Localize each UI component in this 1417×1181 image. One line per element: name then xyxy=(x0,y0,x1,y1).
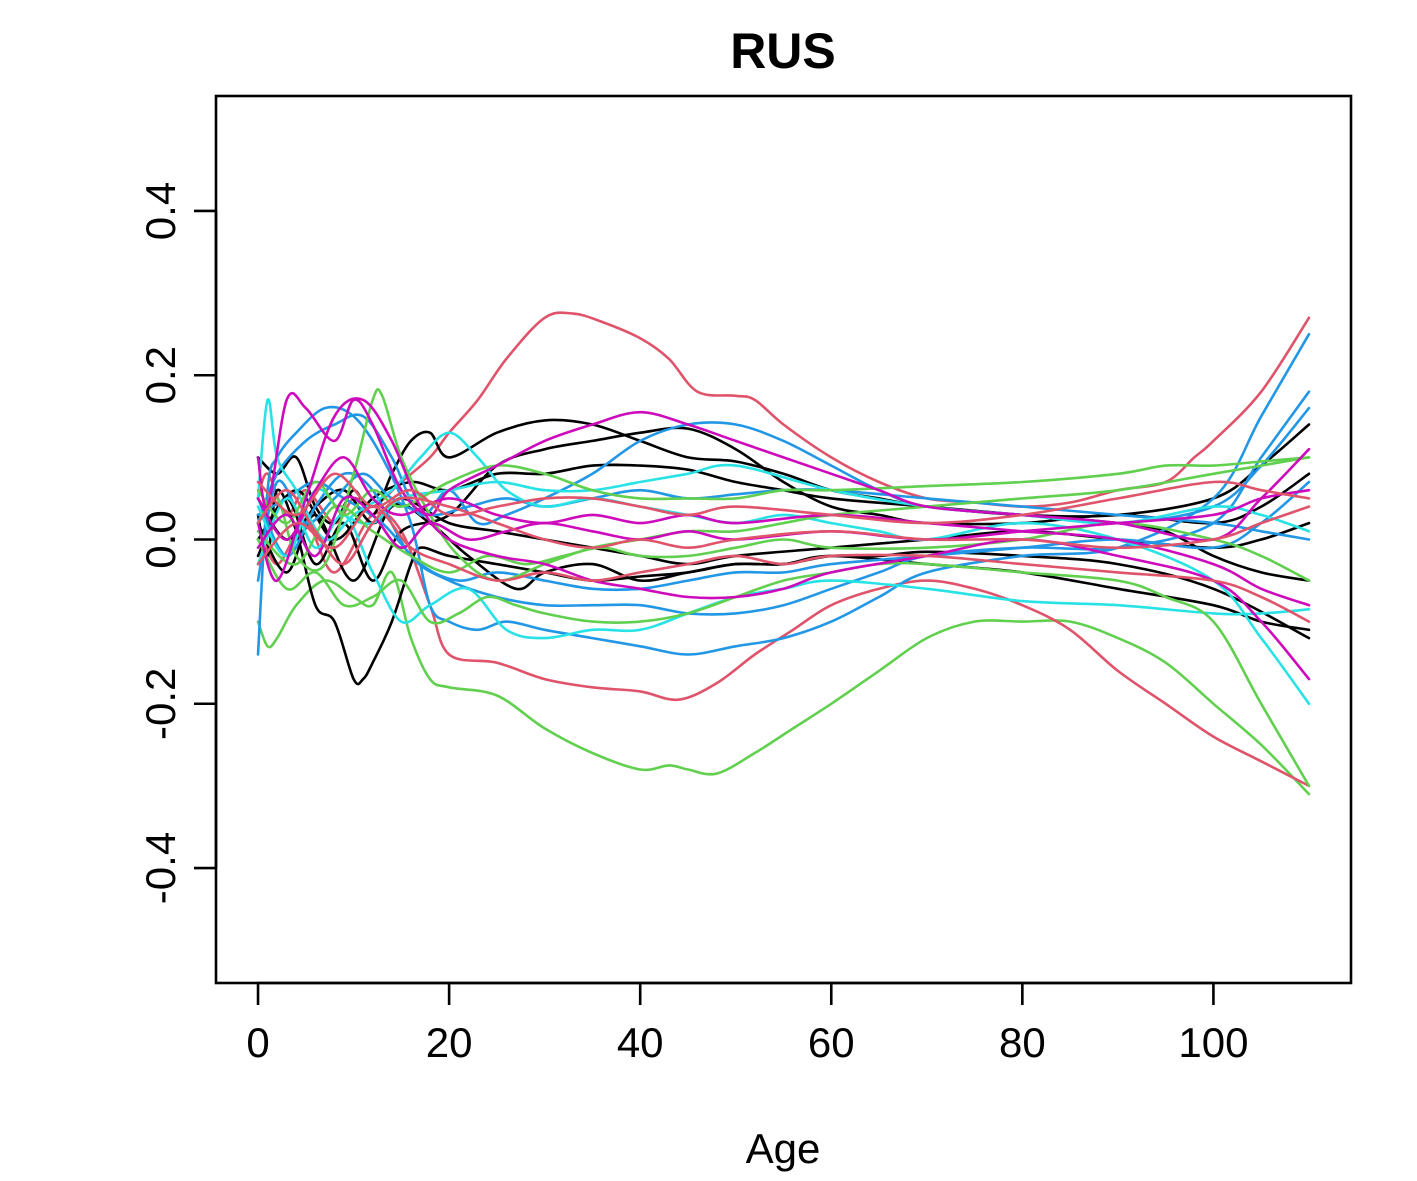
series-line-19 xyxy=(256,538,1311,788)
series-line-2 xyxy=(256,570,1311,796)
series-line-13 xyxy=(256,472,1311,582)
y-tick-label: -0.4 xyxy=(137,832,184,904)
x-tick-label: 100 xyxy=(1178,1019,1248,1066)
series-line-7 xyxy=(256,502,1311,632)
x-axis-label: Age xyxy=(746,1125,821,1172)
series-line-26 xyxy=(256,488,1311,566)
y-tick-label: 0.4 xyxy=(137,182,184,240)
series-line-25 xyxy=(256,456,1311,607)
series-line-16 xyxy=(256,497,1311,640)
series-layer xyxy=(256,311,1311,796)
x-tick-label: 60 xyxy=(808,1019,855,1066)
series-line-27 xyxy=(256,505,1311,623)
y-tick-label: 0.2 xyxy=(137,346,184,404)
series-line-23 xyxy=(256,397,1311,681)
x-axis: 0 20 40 60 80 100 xyxy=(246,981,1248,1066)
x-tick-label: 40 xyxy=(617,1019,664,1066)
y-tick-label: 0.0 xyxy=(137,510,184,568)
x-tick-label: 20 xyxy=(426,1019,473,1066)
series-line-24 xyxy=(256,488,1311,558)
x-tick-label: 0 xyxy=(246,1019,269,1066)
y-tick-label: -0.2 xyxy=(137,668,184,740)
series-line-18 xyxy=(256,388,1311,582)
y-axis: -0.4 -0.2 0.0 0.2 0.4 xyxy=(137,182,218,904)
x-tick-label: 80 xyxy=(999,1019,1046,1066)
series-line-28 xyxy=(256,472,1311,525)
series-line-14 xyxy=(256,480,1311,592)
chart-title: RUS xyxy=(730,23,836,79)
series-line-10 xyxy=(256,332,1311,656)
series-line-22 xyxy=(256,391,1311,542)
